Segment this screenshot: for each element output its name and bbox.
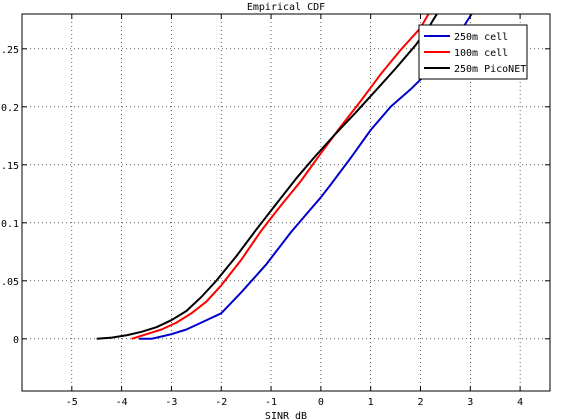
x-tick-label: -3: [165, 397, 177, 408]
plot-frame: [21, 13, 551, 392]
x-tick-label: 1: [368, 397, 374, 408]
x-tick-label: -5: [66, 397, 78, 408]
x-axis-label: SINR dB: [265, 411, 307, 420]
axis-ticks: -5 -4 -3 -2 -1 0 1 2 3 4 0 .05 0.1 .15 0.2 .25: [1, 14, 550, 408]
series-line-2: [131, 14, 430, 340]
y-tick-label: .05: [1, 277, 19, 288]
y-tick-label: 0.1: [1, 219, 19, 230]
x-tick-label: -2: [215, 397, 227, 408]
x-tick-label: 3: [467, 397, 473, 408]
series-line-3: [96, 14, 439, 340]
x-tick-label: -4: [116, 397, 128, 408]
legend: 250m cell 100m cell 250m PicoNET: [418, 24, 528, 80]
chart-title: Empirical CDF: [247, 2, 325, 13]
y-tick-label: 0: [13, 335, 19, 346]
x-tick-label: 2: [417, 397, 423, 408]
legend-label: 250m PicoNET: [454, 64, 526, 75]
x-tick-label: 0: [318, 397, 324, 408]
y-tick-label: .25: [1, 45, 19, 56]
x-tick-label: 4: [517, 397, 523, 408]
y-tick-label: 0.2: [1, 103, 19, 114]
y-tick-label: .15: [1, 161, 19, 172]
grid-lines: [22, 14, 550, 391]
x-tick-label: -1: [265, 397, 277, 408]
legend-label: 100m cell: [454, 48, 508, 59]
legend-label: 250m cell: [454, 32, 508, 43]
